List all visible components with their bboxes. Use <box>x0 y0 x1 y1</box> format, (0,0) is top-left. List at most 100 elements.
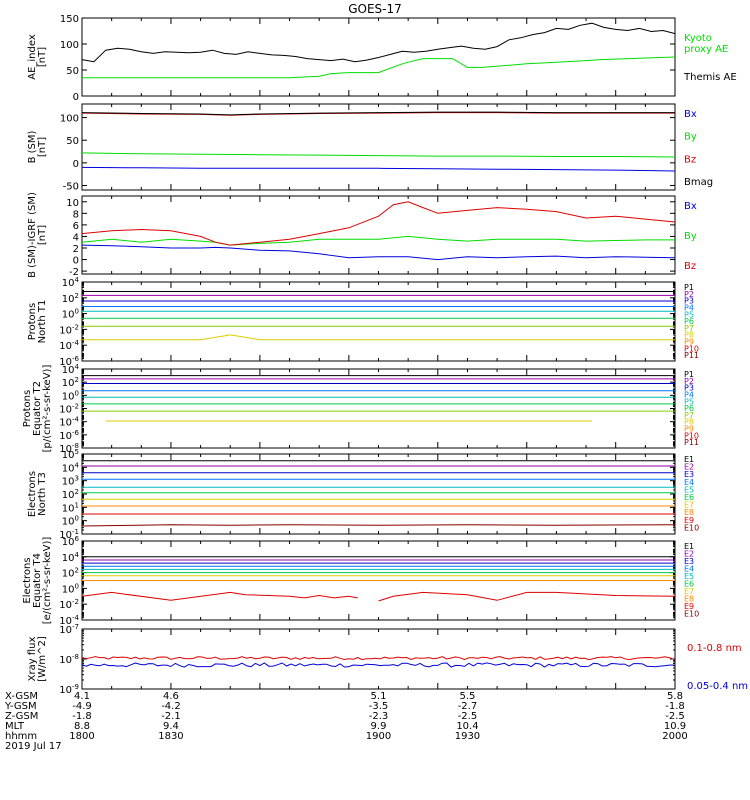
series-0-1-0-8-nm <box>81 656 674 661</box>
y-axis-label: North T3 <box>37 472 48 516</box>
legend-p10: P10 <box>684 431 699 440</box>
series-bx <box>81 166 676 172</box>
legend-p1: P1 <box>684 283 694 292</box>
y-tick-label: 100 <box>62 389 79 402</box>
legend-e10: E10 <box>684 523 699 532</box>
y-tick-label: 10-7 <box>59 623 79 636</box>
y-tick-label: 105 <box>62 448 79 461</box>
legend-e10: E10 <box>684 610 699 619</box>
legend-p6: P6 <box>684 404 694 413</box>
x-value-y-gsm: -2.7 <box>458 701 478 712</box>
y-tick-label: 10-4 <box>59 614 79 627</box>
legend-e5: E5 <box>684 485 694 494</box>
series-bz <box>81 201 676 246</box>
y-tick-label: 10-2 <box>59 598 79 611</box>
legend-p9: P9 <box>684 425 694 434</box>
legend-e6: E6 <box>684 580 694 589</box>
y-tick-label: -50 <box>63 181 79 192</box>
y-axis-label: Protons <box>22 390 33 427</box>
legend-p5: P5 <box>684 310 694 319</box>
panel-xray: 10-9 10-8 10-7 Xray flux [W/m^2] 0.1-0.8 nm 0.… <box>27 623 748 696</box>
x-value-mlt: 10.9 <box>664 721 686 732</box>
panel-protons_t1: 10-6 10-4 10-2 100 102 104 Protons North T1 P1P2… <box>27 276 699 368</box>
y-tick-label: 0 <box>73 159 79 170</box>
y-tick-label: 10-1 <box>59 528 79 541</box>
y-tick-label: 100 <box>62 308 79 321</box>
series-e9 <box>81 591 358 601</box>
x-value-hhmm: 1800 <box>69 731 94 742</box>
y-axis-label: Equator T2 <box>32 381 43 436</box>
xrow-label-1: Y-GSM <box>4 701 37 712</box>
legend-e4: E4 <box>684 478 694 487</box>
legend-kyoto: proxy AE <box>684 44 728 55</box>
series-e10 <box>81 524 676 527</box>
y-axis-label: Electrons <box>22 557 33 603</box>
x-value-y-gsm: -4.2 <box>161 701 181 712</box>
legend-e3: E3 <box>684 470 694 479</box>
series-by <box>81 152 676 158</box>
x-value-hhmm: 1830 <box>158 731 183 742</box>
y-tick-label: 0 <box>73 92 79 103</box>
y-tick-label: 2 <box>73 244 79 255</box>
x-value-y-gsm: -3.5 <box>369 701 389 712</box>
legend-p2: P2 <box>684 290 694 299</box>
legend-e2: E2 <box>684 550 694 559</box>
y-tick-label: 150 <box>60 14 79 25</box>
x-value-z-gsm: -2.5 <box>665 711 685 722</box>
legend-kyoto: Kyoto <box>684 33 712 44</box>
x-value-mlt: 8.8 <box>74 721 90 732</box>
y-axis-label: Electrons <box>27 471 38 517</box>
legend-bx: Bx <box>684 201 697 212</box>
legend-p11: P11 <box>684 351 699 360</box>
legend-by: By <box>684 132 697 143</box>
legend-p1: P1 <box>684 370 694 379</box>
xrow-label-4: hhmm <box>5 731 37 742</box>
x-value-x-gsm: 5.5 <box>459 691 475 702</box>
y-tick-label: 0 <box>73 256 79 267</box>
x-value-z-gsm: -2.5 <box>458 711 478 722</box>
legend-p3: P3 <box>684 297 694 306</box>
x-value-hhmm: 2000 <box>662 731 687 742</box>
y-tick-label: 100 <box>62 515 79 528</box>
x-value-z-gsm: -1.8 <box>72 711 92 722</box>
legend-p10: P10 <box>684 344 699 353</box>
legend-e3: E3 <box>684 557 694 566</box>
y-axis-label: [nT] <box>37 225 48 245</box>
xrow-label-2: Z-GSM <box>5 711 38 722</box>
y-axis-label: North T1 <box>37 300 48 344</box>
legend-p6: P6 <box>684 317 694 326</box>
x-value-mlt: 9.4 <box>163 721 179 732</box>
y-tick-label: 100 <box>60 40 79 51</box>
y-tick-label: 10-2 <box>59 403 79 416</box>
y-tick-label: 10-4 <box>59 416 79 429</box>
x-value-y-gsm: -1.8 <box>665 701 685 712</box>
y-tick-label: 50 <box>66 136 79 147</box>
legend-bz: Bz <box>684 154 696 165</box>
x-axis-labels: X-GSM Y-GSM Z-GSM MLT hhmm 2019 Jul 17 4… <box>4 691 688 752</box>
legend-e7: E7 <box>684 587 694 596</box>
y-axis-label: AE_index <box>27 34 38 80</box>
y-tick-label: 50 <box>66 66 79 77</box>
legend-p2: P2 <box>684 377 694 386</box>
series-bmag <box>81 111 675 116</box>
legend-e9: E9 <box>684 516 694 525</box>
x-value-x-gsm: 5.8 <box>667 691 683 702</box>
x-value-x-gsm: 5.1 <box>371 691 387 702</box>
y-tick-label: 104 <box>62 551 80 564</box>
y-tick-label: -2 <box>69 267 79 278</box>
y-axis-label: [p/(cm²-s-sr-keV)] <box>42 365 53 453</box>
legend-e8: E8 <box>684 508 694 517</box>
series-p8 <box>82 334 675 341</box>
legend-e1: E1 <box>684 542 694 551</box>
legend-p4: P4 <box>684 390 694 399</box>
x-value-mlt: 9.9 <box>371 721 387 732</box>
y-tick-label: 104 <box>62 276 80 289</box>
series-bx <box>81 244 676 261</box>
series-e9b <box>378 591 676 602</box>
y-tick-label: 101 <box>62 501 79 514</box>
y-axis-label: B (SM) <box>27 130 38 163</box>
y-tick-label: 6 <box>73 221 79 232</box>
